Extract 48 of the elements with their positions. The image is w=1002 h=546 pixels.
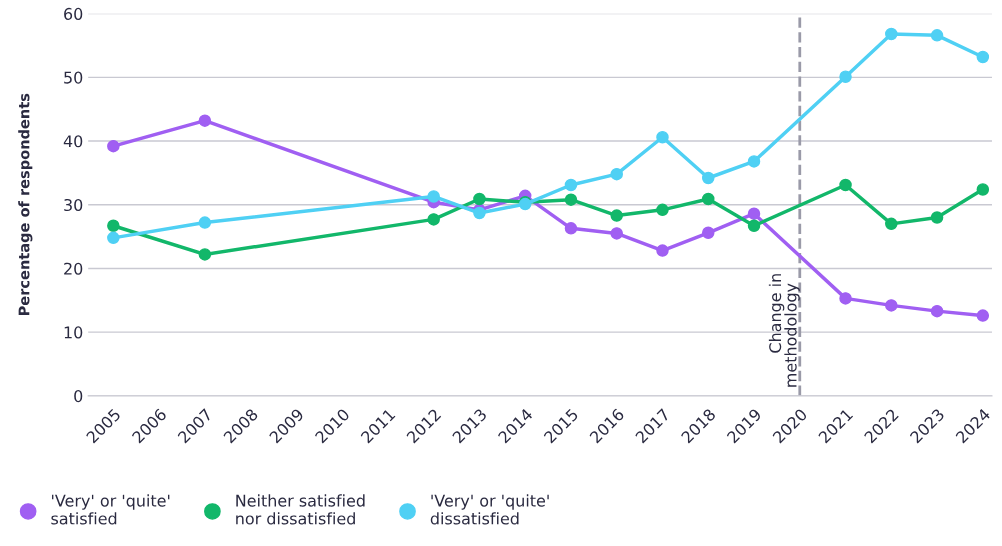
point bbox=[656, 244, 669, 257]
point bbox=[473, 192, 486, 206]
point bbox=[976, 309, 990, 322]
point bbox=[702, 192, 715, 206]
y-axis-title: Percentage of respondents bbox=[18, 93, 33, 316]
point bbox=[885, 27, 898, 41]
y-tick-label: 20 bbox=[64, 262, 83, 275]
point bbox=[930, 29, 944, 42]
point bbox=[839, 178, 852, 192]
point bbox=[839, 70, 852, 83]
y-tick-label: 10 bbox=[64, 326, 83, 339]
point bbox=[610, 167, 623, 181]
point bbox=[839, 292, 852, 305]
point bbox=[656, 203, 669, 217]
point bbox=[198, 114, 212, 127]
point bbox=[930, 211, 944, 224]
y-tick-label: 50 bbox=[64, 71, 83, 84]
point bbox=[747, 219, 761, 233]
ref-line-label: Change in methodology bbox=[768, 274, 800, 387]
point bbox=[702, 171, 715, 185]
point bbox=[107, 231, 120, 245]
point bbox=[747, 207, 761, 220]
point bbox=[198, 248, 212, 261]
point bbox=[564, 178, 578, 192]
point bbox=[610, 209, 623, 222]
y-tick-label: 60 bbox=[64, 7, 83, 20]
legend-label: 'Very' or 'quite' satisfied bbox=[51, 494, 170, 525]
point bbox=[747, 155, 761, 168]
point bbox=[885, 217, 898, 231]
point bbox=[107, 139, 120, 153]
point bbox=[976, 183, 990, 196]
legend-label: 'Very' or 'quite' dissatisfied bbox=[430, 494, 549, 525]
point bbox=[656, 130, 669, 144]
y-tick-label: 30 bbox=[64, 198, 83, 212]
y-tick-label: 40 bbox=[63, 135, 83, 148]
legend-label: Neither satisfied nor dissatisfied bbox=[236, 494, 365, 525]
point bbox=[564, 193, 578, 206]
point bbox=[107, 219, 120, 233]
point bbox=[976, 50, 990, 64]
point bbox=[427, 190, 440, 203]
point bbox=[702, 226, 715, 240]
y-tick-label: 0 bbox=[74, 390, 83, 403]
point bbox=[930, 304, 944, 318]
point bbox=[427, 213, 440, 226]
point bbox=[564, 222, 578, 235]
point bbox=[885, 299, 898, 312]
point bbox=[610, 227, 623, 240]
point bbox=[198, 216, 212, 229]
